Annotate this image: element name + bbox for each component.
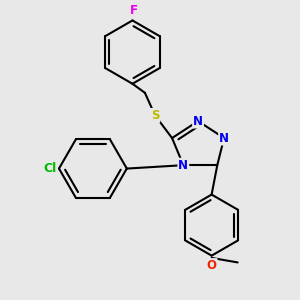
Text: O: O bbox=[207, 259, 217, 272]
Text: S: S bbox=[151, 109, 159, 122]
Text: N: N bbox=[193, 115, 203, 128]
Text: N: N bbox=[178, 159, 188, 172]
Text: N: N bbox=[219, 131, 229, 145]
Text: F: F bbox=[130, 4, 138, 17]
Text: Cl: Cl bbox=[44, 162, 57, 175]
